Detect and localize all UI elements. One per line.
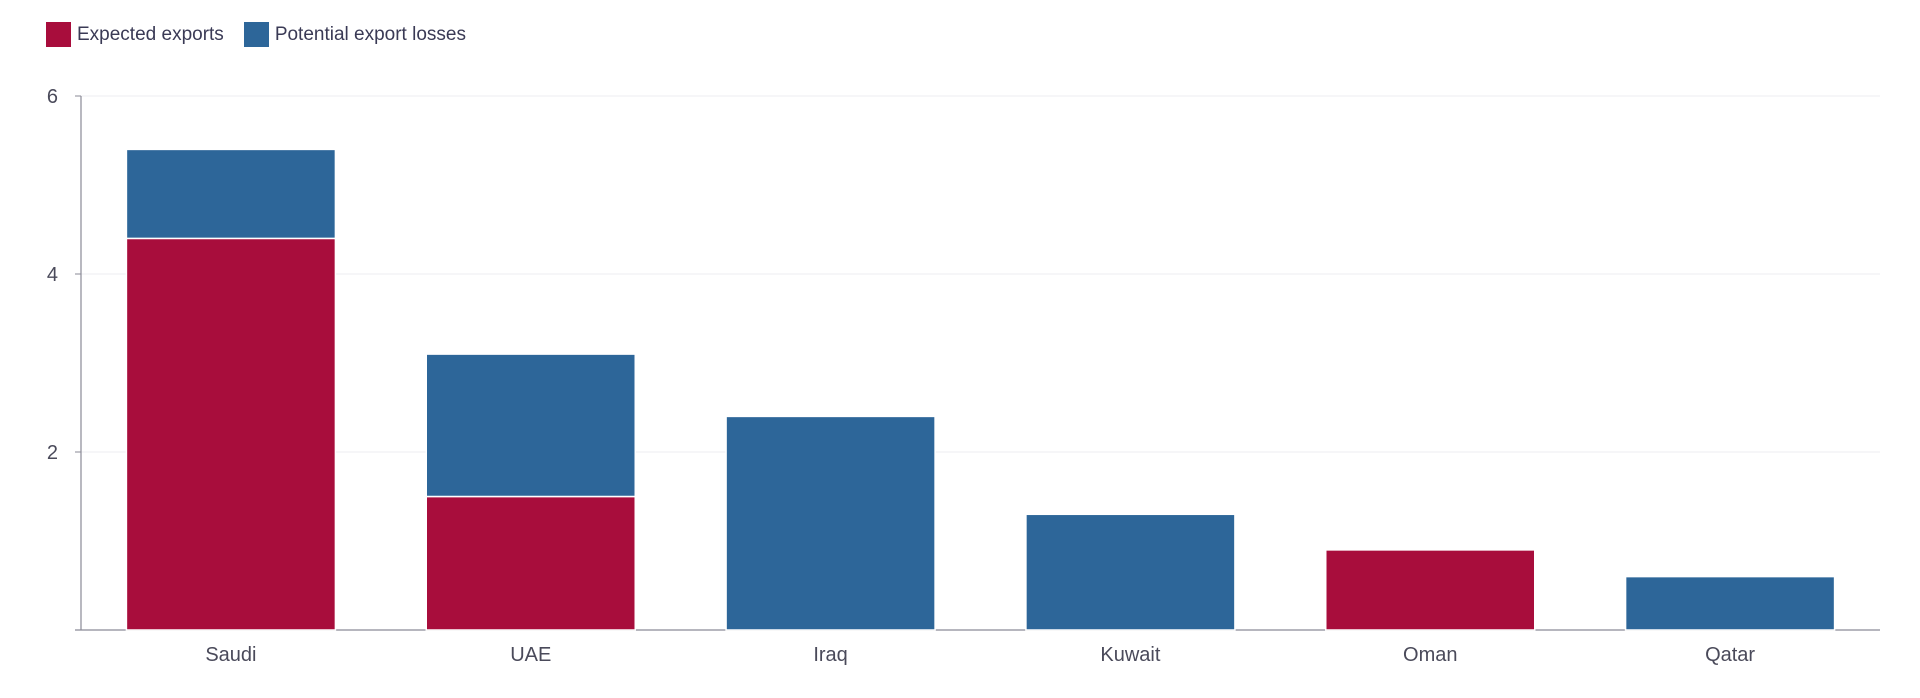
x-tick-label: Saudi: [205, 644, 256, 666]
bar-uae-expected-exports: [425, 495, 636, 631]
legend-swatch-potential-export-losses: [243, 22, 269, 47]
y-tick-label: 4: [47, 264, 58, 286]
bar-oman-expected-exports: [1325, 549, 1536, 631]
legend-item-expected-exports: Expected exports: [46, 22, 224, 47]
bar-saudi-potential-export-losses: [125, 148, 337, 240]
x-tick-label: Oman: [1403, 644, 1457, 666]
y-tick-label: 6: [47, 86, 58, 108]
x-tick-label: Iraq: [813, 644, 847, 666]
bar-uae-potential-export-losses: [425, 353, 636, 498]
x-tick-label: Qatar: [1705, 644, 1755, 666]
legend-label-expected-exports: Expected exports: [77, 23, 224, 45]
y-tick-label: 2: [47, 442, 58, 464]
bar-qatar-potential-export-losses: [1624, 575, 1836, 631]
x-tick-label: UAE: [510, 644, 551, 666]
legend-label-potential-export-losses: Potential export losses: [274, 23, 466, 45]
bar-kuwait-potential-export-losses: [1025, 513, 1236, 631]
bar-saudi-expected-exports: [125, 237, 337, 631]
bar-iraq-potential-export-losses: [725, 415, 936, 631]
x-tick-label: Kuwait: [1100, 644, 1160, 666]
chart-legend: Expected exports Potential export losses: [46, 22, 466, 47]
legend-item-potential-export-losses: Potential export losses: [243, 22, 466, 47]
legend-swatch-expected-exports: [46, 22, 71, 47]
